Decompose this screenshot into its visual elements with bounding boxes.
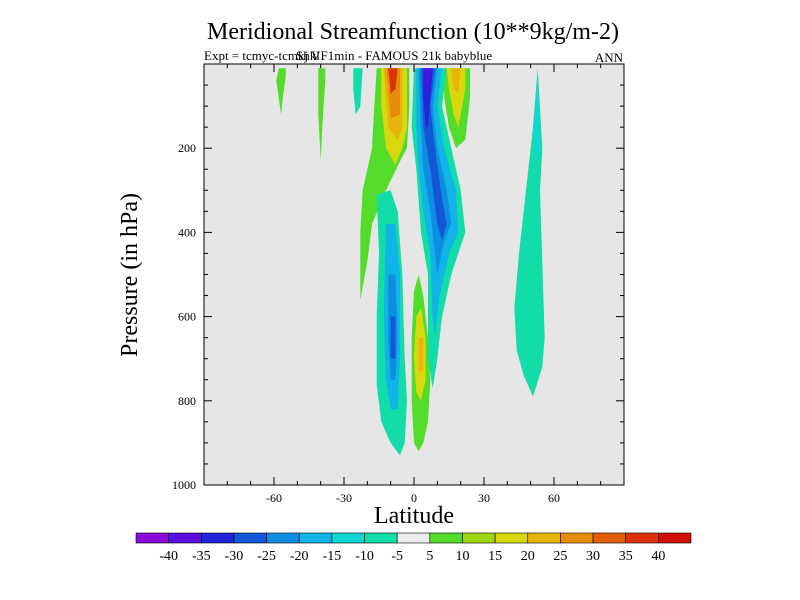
colorbar-swatch [658,532,692,544]
contour-north-cell-inner [533,72,540,170]
x-axis-label: Latitude [374,503,454,529]
contour-equator-orange [418,337,424,372]
colorbar-label: 25 [553,549,567,564]
axis-ticks: -60 -30 0 30 60 200 400 600 800 1000 [172,63,625,505]
colorbar-label: -5 [391,549,403,564]
x-tick-label: 30 [478,491,490,505]
colorbar-label: 40 [651,549,665,564]
x-tick-label: 0 [411,491,417,505]
y-tick-label: 200 [178,141,196,155]
contour-teal-strip [353,68,363,115]
colorbar-swatch [168,532,202,544]
colorbar-label: -40 [159,549,178,564]
colorbar-swatch [625,532,659,544]
contour-north-descending-blue4 [423,68,433,128]
colorbar-swatch [298,532,333,544]
chart-subtitle-overprint: Shkl [296,48,320,63]
colorbar-swatch [135,532,169,544]
colorbar-swatch [200,532,235,544]
contour-hadley-south-red [388,68,398,94]
colorbar-label: 15 [488,549,502,564]
contour-south-mid-green [318,68,326,161]
contour-north-hadley-orange [451,68,461,94]
contour-south-descending-blue3 [390,316,396,359]
contour-north-hadley-yellow [446,68,466,128]
contour-north-descending-purple [425,68,431,90]
contour-south-polar-green [276,68,286,115]
chart-title: Meridional Streamfunction (10**9kg/m-2) [207,19,619,45]
colorbar-label: -15 [323,549,342,564]
chart-subtitle-right: ANN [595,50,624,65]
colorbar-swatch [331,532,365,544]
chart-subtitle-left: Expt = tcmyc-tcmkj VF1min - FAMOUS 21k b… [204,48,492,63]
colorbar-swatch [494,532,529,544]
colorbar-swatch [233,532,267,544]
colorbar-swatch [396,532,431,544]
y-tick-label: 600 [178,310,196,324]
colorbar-swatch [266,532,300,544]
colorbar-label: -30 [225,549,244,564]
x-tick-label: -30 [336,491,352,505]
y-tick-label: 800 [178,394,196,408]
colorbar-swatch [429,532,463,544]
colorbar-label: 30 [586,549,600,564]
colorbar-swatch [560,532,594,544]
colorbar-swatch [592,532,627,544]
y-axis-label: Pressure (in hPa) [117,193,143,357]
y-tick-label: 400 [178,225,196,239]
colorbar-label: 20 [521,549,535,564]
contour-regions [276,68,545,456]
colorbar-swatch [462,532,496,544]
x-tick-label: 60 [548,491,560,505]
colorbar-label: -25 [257,549,276,564]
colorbar-label: 10 [455,549,469,564]
colorbar: -40 -35 -30 -25 -20 -15 -10 -5 5 10 15 20 25 30 35 40 [135,532,692,564]
colorbar-label: -10 [355,549,374,564]
y-tick-label: 1000 [172,478,196,492]
x-tick-label: -60 [266,491,282,505]
colorbar-swatch [364,532,398,544]
colorbar-label: -35 [192,549,211,564]
colorbar-label: -20 [290,549,309,564]
colorbar-label: 35 [619,549,633,564]
colorbar-swatch [527,532,561,544]
colorbar-label: 5 [426,549,433,564]
